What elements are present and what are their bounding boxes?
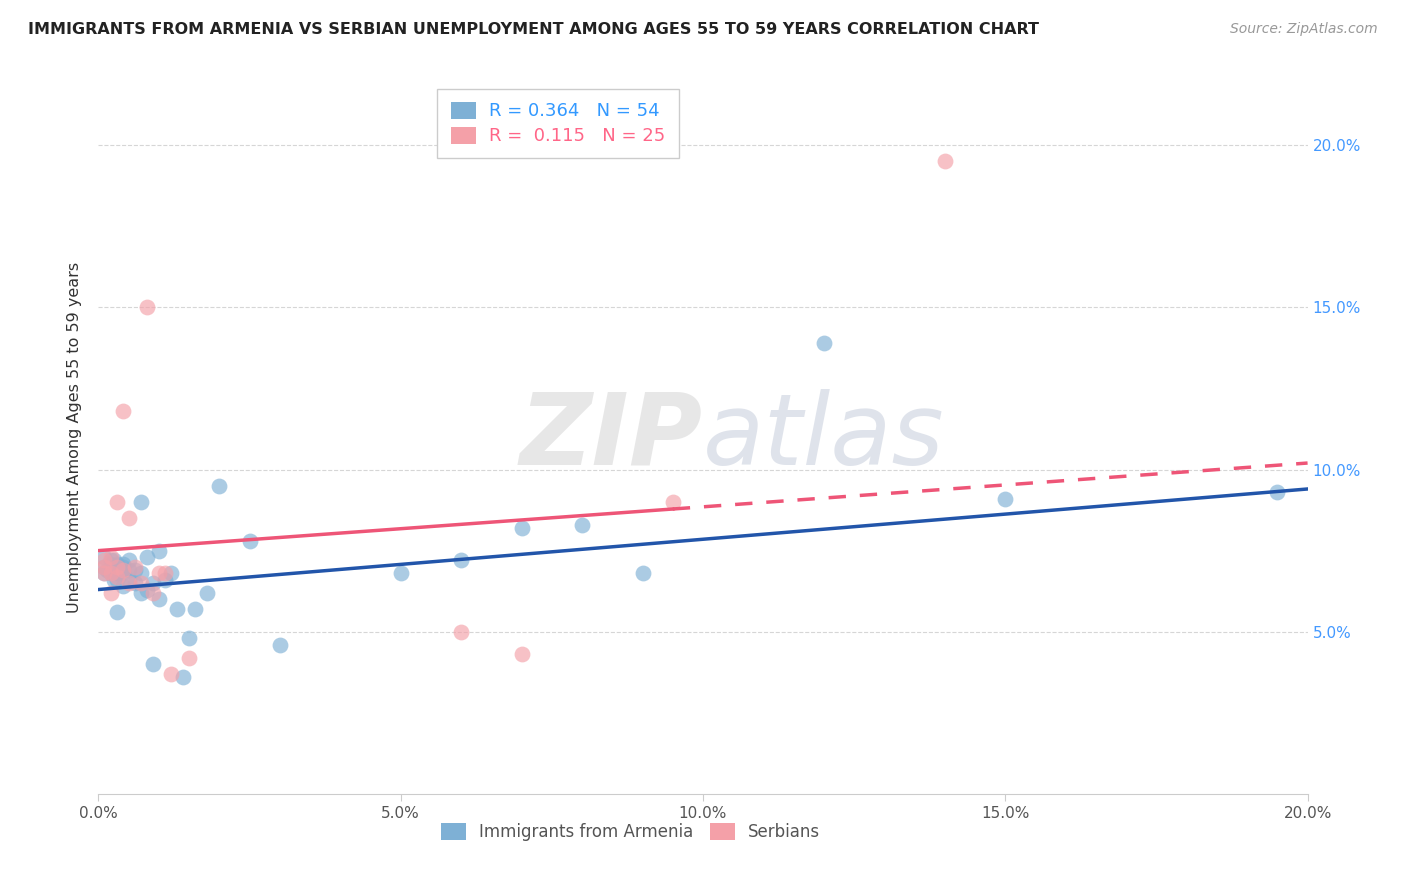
Point — [135, 582, 157, 597]
Point — [93, 559, 115, 574]
Point — [166, 602, 188, 616]
Point — [103, 573, 125, 587]
Point — [118, 511, 141, 525]
Point — [129, 566, 152, 581]
Point — [661, 495, 683, 509]
Point — [510, 648, 533, 662]
Point — [135, 550, 157, 565]
Point — [510, 521, 533, 535]
Point — [93, 553, 115, 567]
Point — [208, 479, 231, 493]
Point — [172, 670, 194, 684]
Point — [105, 557, 128, 571]
Point — [184, 602, 207, 616]
Point — [142, 586, 165, 600]
Point — [124, 576, 146, 591]
Point — [105, 495, 128, 509]
Point — [389, 566, 412, 581]
Point — [105, 605, 128, 619]
Point — [153, 566, 176, 581]
Point — [118, 553, 141, 567]
Point — [111, 566, 134, 581]
Point — [93, 550, 115, 565]
Point — [153, 573, 176, 587]
Point — [100, 553, 122, 567]
Point — [93, 559, 115, 574]
Point — [100, 557, 122, 571]
Point — [111, 579, 134, 593]
Point — [93, 566, 115, 581]
Point — [269, 638, 291, 652]
Point — [142, 576, 165, 591]
Point — [118, 576, 141, 591]
Y-axis label: Unemployment Among Ages 55 to 59 years: Unemployment Among Ages 55 to 59 years — [67, 261, 83, 613]
Text: ZIP: ZIP — [520, 389, 703, 485]
Point — [148, 543, 170, 558]
Point — [160, 566, 183, 581]
Point — [118, 573, 141, 587]
Text: IMMIGRANTS FROM ARMENIA VS SERBIAN UNEMPLOYMENT AMONG AGES 55 TO 59 YEARS CORREL: IMMIGRANTS FROM ARMENIA VS SERBIAN UNEMP… — [28, 22, 1039, 37]
Point — [96, 563, 118, 577]
Point — [148, 566, 170, 581]
Point — [118, 563, 141, 577]
Point — [105, 559, 128, 574]
Point — [111, 404, 134, 418]
Point — [105, 559, 128, 574]
Point — [93, 566, 115, 581]
Point — [135, 301, 157, 315]
Point — [100, 566, 122, 581]
Point — [100, 566, 122, 581]
Point — [105, 566, 128, 581]
Point — [450, 624, 472, 639]
Point — [129, 495, 152, 509]
Point — [129, 586, 152, 600]
Point — [195, 586, 218, 600]
Point — [160, 666, 183, 681]
Point — [571, 517, 593, 532]
Point — [105, 569, 128, 583]
Point — [450, 553, 472, 567]
Point — [813, 336, 835, 351]
Point — [124, 563, 146, 577]
Point — [111, 557, 134, 571]
Point — [179, 650, 201, 665]
Point — [994, 491, 1017, 506]
Point — [239, 533, 262, 548]
Point — [100, 559, 122, 574]
Point — [934, 154, 956, 169]
Legend: Immigrants from Armenia, Serbians: Immigrants from Armenia, Serbians — [432, 815, 828, 850]
Point — [1267, 485, 1289, 500]
Point — [129, 576, 152, 591]
Text: atlas: atlas — [703, 389, 945, 485]
Point — [100, 586, 122, 600]
Point — [105, 563, 128, 577]
Point — [111, 559, 134, 574]
Point — [148, 592, 170, 607]
Point — [142, 657, 165, 672]
Point — [124, 559, 146, 574]
Point — [631, 566, 654, 581]
Point — [111, 563, 134, 577]
Point — [103, 553, 125, 567]
Point — [105, 573, 128, 587]
Point — [111, 563, 134, 577]
Text: Source: ZipAtlas.com: Source: ZipAtlas.com — [1230, 22, 1378, 37]
Point — [105, 566, 128, 581]
Point — [179, 631, 201, 645]
Point — [100, 550, 122, 565]
